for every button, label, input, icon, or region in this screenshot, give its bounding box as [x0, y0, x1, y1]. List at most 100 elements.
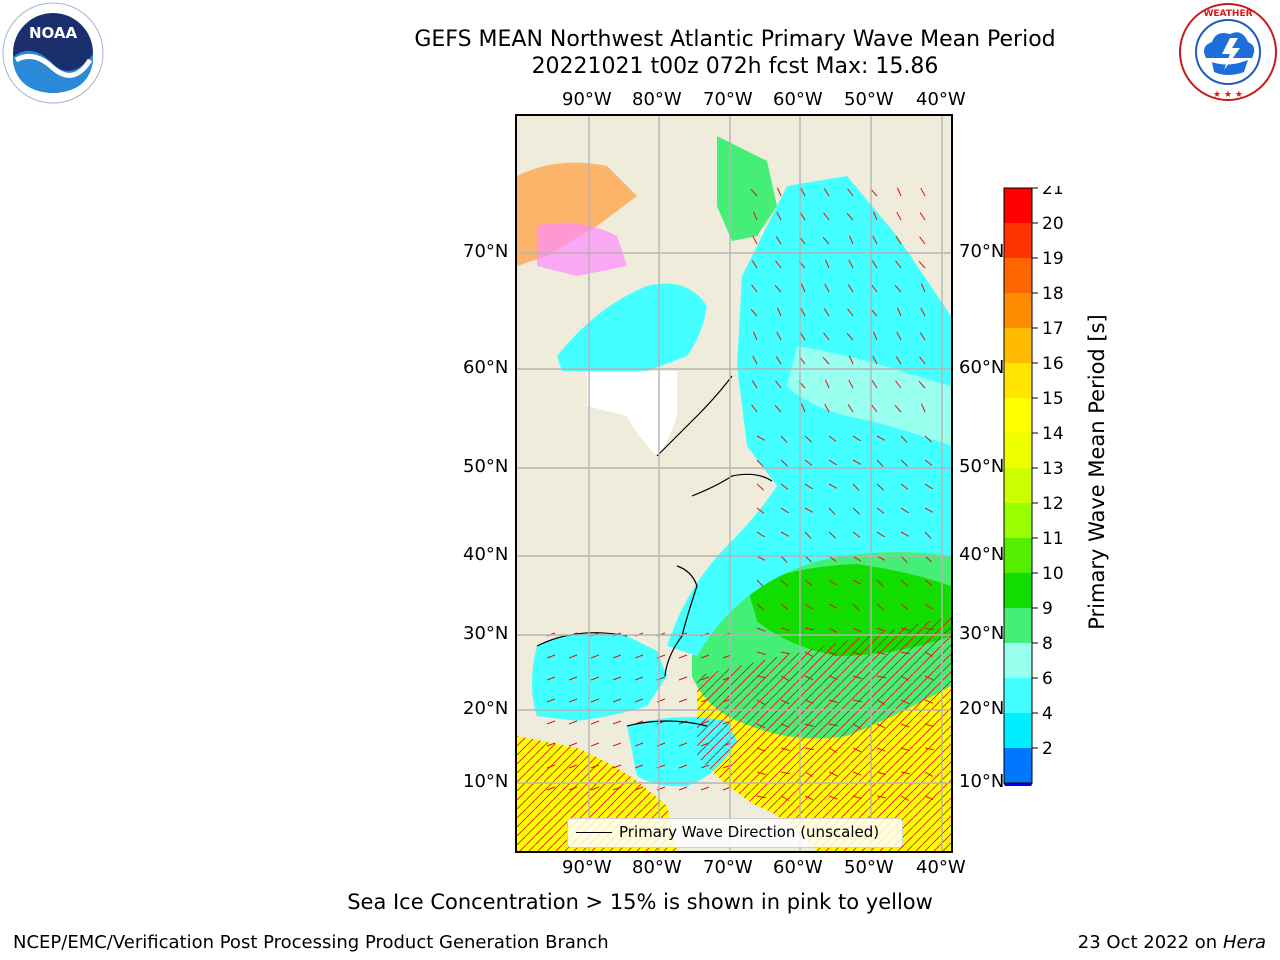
wave-direction-arrow — [590, 720, 600, 725]
wave-direction-arrow — [876, 435, 886, 441]
colorbar: 21 20 19 18 17 16 15 14 13 12 11 10 9 8 6 4 2 — [1003, 186, 1064, 786]
wave-direction-arrow — [700, 676, 710, 681]
wave-direction-arrow — [852, 627, 862, 633]
wave-direction-arrow — [828, 603, 838, 609]
colorbar-tick-label: 19 — [1042, 249, 1064, 269]
wave-direction-arrow — [876, 555, 886, 561]
wave-direction-arrow — [828, 747, 838, 753]
colorbar-segment — [1004, 258, 1032, 293]
wave-direction-arrow — [756, 771, 766, 775]
wave-direction-arrow — [824, 259, 830, 269]
wave-direction-arrow — [876, 579, 884, 587]
lon-label-top-60w: 60°W — [773, 89, 823, 110]
wave-direction-arrow — [852, 555, 861, 562]
wave-direction-arrow — [924, 699, 934, 704]
wave-direction-arrow — [900, 795, 910, 801]
wave-direction-arrow — [700, 786, 710, 791]
wave-direction-arrow — [612, 742, 622, 747]
wave-direction-arrow — [804, 507, 814, 513]
wave-direction-arrow — [756, 723, 766, 729]
gulf-of-mexico — [532, 632, 667, 721]
wave-direction-arrow — [546, 742, 556, 747]
wave-direction-arrow — [871, 404, 878, 413]
wave-direction-arrow — [924, 651, 934, 657]
wave-direction-arrow — [634, 676, 644, 681]
colorbar-tick-label: 6 — [1042, 669, 1053, 689]
wave-direction-arrow — [876, 723, 886, 729]
colorbar-segment — [1004, 188, 1032, 223]
sea-ice-channels — [537, 222, 627, 276]
hudson-bay — [557, 283, 707, 371]
wave-direction-arrow — [876, 651, 886, 655]
wave-direction-arrow — [852, 435, 861, 442]
wave-direction-arrow — [756, 795, 766, 799]
wave-direction-arrow — [847, 284, 854, 293]
wave-direction-arrow — [852, 651, 862, 656]
wave-direction-arrow — [828, 459, 837, 466]
wave-direction-arrow — [774, 284, 782, 293]
wave-direction-arrow — [870, 308, 878, 317]
wave-direction-arrow — [590, 764, 600, 769]
wave-direction-arrow — [924, 795, 934, 801]
lon-label-top-50w: 50°W — [844, 89, 894, 110]
baffin-bay — [717, 136, 777, 241]
colorbar-segment — [1004, 398, 1032, 433]
svg-text:WEATHER: WEATHER — [1203, 9, 1252, 19]
lat-label-left-70n: 70°N — [463, 241, 509, 262]
wave-direction-arrow — [799, 332, 806, 341]
wave-direction-arrow — [700, 720, 710, 725]
map-canvas — [517, 116, 951, 851]
wave-direction-arrow — [900, 459, 908, 467]
wave-direction-arrow — [804, 603, 813, 610]
colorbar-segment — [1004, 713, 1032, 748]
wave-direction-arrow — [870, 188, 878, 197]
wave-direction-arrow — [700, 698, 710, 703]
wave-direction-arrow — [568, 786, 578, 791]
lat-label-left-20n: 20°N — [463, 698, 509, 719]
wave-direction-arrow — [918, 380, 926, 389]
colorbar-segment — [1004, 293, 1032, 328]
wave-direction-arrow — [751, 284, 758, 293]
wave-direction-arrow — [780, 723, 790, 728]
lat-label-right-40n: 40°N — [959, 544, 1005, 565]
wave-direction-arrow — [780, 435, 788, 443]
wave-direction-arrow — [822, 236, 830, 245]
colorbar-tick-label: 14 — [1042, 424, 1064, 444]
wave-direction-arrow — [894, 404, 902, 413]
wave-direction-arrow — [900, 627, 910, 631]
wave-direction-arrow — [828, 771, 838, 777]
colorbar-segment — [1004, 678, 1032, 713]
lat-label-left-60n: 60°N — [463, 357, 509, 378]
wave-direction-arrow — [590, 676, 600, 681]
wave-direction-arrow — [678, 676, 688, 681]
wave-direction-arrow — [804, 651, 814, 657]
wave-direction-arrow — [828, 651, 838, 657]
wave-direction-arrow — [846, 212, 854, 221]
wave-direction-arrow — [828, 507, 836, 515]
wave-direction-arrow — [896, 331, 902, 341]
wave-direction-arrow — [852, 459, 862, 465]
wave-direction-arrow — [828, 675, 838, 680]
colorbar-tick-label: 2 — [1042, 739, 1053, 759]
wave-direction-arrow — [800, 283, 806, 293]
wave-direction-arrow — [568, 698, 578, 703]
wave-direction-arrow — [872, 211, 878, 221]
wave-direction-arrow — [780, 531, 790, 537]
svg-text:★ ★ ★: ★ ★ ★ — [1213, 90, 1243, 100]
wave-direction-arrow — [918, 260, 926, 269]
colorbar-segment — [1004, 573, 1032, 608]
wave-direction-arrow — [804, 747, 814, 751]
wave-direction-arrow — [852, 579, 862, 585]
wave-direction-arrow — [800, 187, 806, 197]
wave-direction-arrow — [775, 236, 782, 245]
wave-direction-arrow — [752, 355, 758, 365]
wave-direction-arrow — [780, 747, 790, 751]
wave-direction-arrow — [780, 603, 789, 610]
colorbar-tick-label: 8 — [1042, 634, 1053, 654]
wave-direction-arrow — [924, 459, 933, 466]
legend-line-sample — [576, 832, 612, 833]
wave-direction-arrow — [700, 654, 710, 659]
wave-direction-arrow — [847, 188, 854, 197]
colorbar-segment — [1004, 363, 1032, 398]
wave-direction-arrow — [634, 654, 644, 659]
